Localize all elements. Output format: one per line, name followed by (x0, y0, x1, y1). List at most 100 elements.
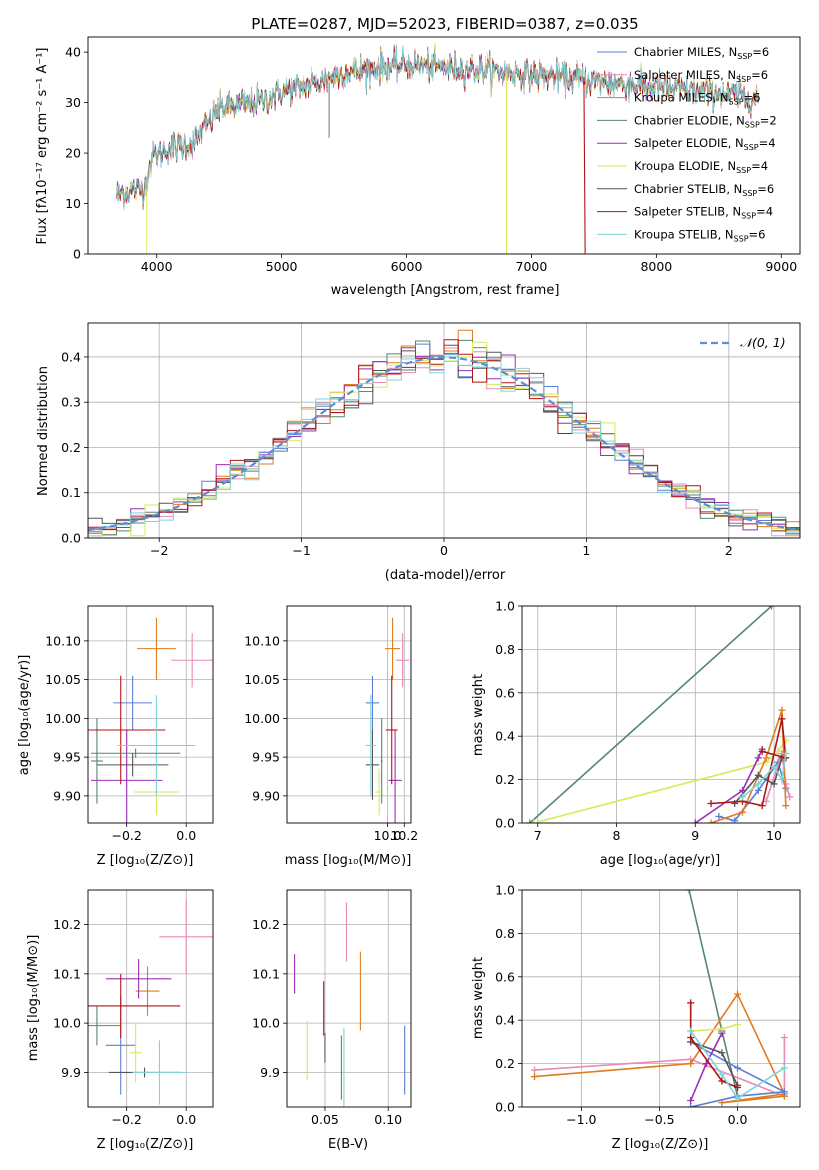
y-tick-label: 0.3 (61, 395, 81, 410)
x-tick-label: 0.0 (176, 1112, 196, 1127)
y-tick-label: 10 (65, 196, 81, 211)
x-tick-label: 6000 (391, 259, 423, 274)
y-tick-label: 9.90 (252, 788, 280, 803)
y-tick-label: 0.1 (61, 485, 81, 500)
y-tick-label: 0.8 (495, 926, 515, 941)
mass-vs-Z-ylabel: mass [log₁₀(M/M⊙)] (26, 935, 41, 1062)
residuals-plot-area: −2 −1 0 1 2 0.0 0.1 0.2 0.3 0.4 (61, 322, 801, 558)
spectrum-title: PLATE=0287, MJD=52023, FIBERID=0387, z=0… (251, 15, 638, 33)
axes-frame (87, 322, 801, 539)
spectrum-panel: PLATE=0287, MJD=52023, FIBERID=0387, z=0… (35, 15, 801, 298)
y-tick-label: 10.0 (53, 1016, 81, 1031)
x-tick-label: 2 (725, 543, 733, 558)
x-tick-label: 8000 (640, 259, 672, 274)
mass-vs-Z-panel: −0.2 0.0 9.9 10.0 10.1 10.2 (53, 889, 214, 1127)
y-tick-label: 10.05 (244, 672, 280, 687)
residuals-xlabel: (data-model)/error (385, 568, 506, 583)
age-vs-mass-panel: 10.010.2 9.90 9.95 10.00 10.05 10.10 (244, 605, 418, 843)
legend-label: Salpeter STELIB, NSSP=4 (634, 205, 773, 221)
y-tick-label: 0.8 (495, 642, 515, 657)
weight-series-chabrier-elodie (529, 606, 773, 823)
legend-label: Salpeter MILES, NSSP=6 (634, 68, 768, 84)
x-tick-label: 7 (534, 828, 542, 843)
y-tick-label: 30 (65, 95, 81, 110)
age-vs-mass-xlabel: mass [log₁₀(M/M⊙)] (285, 853, 412, 868)
legend-label: 𝒩(0, 1) (740, 335, 786, 350)
y-tick-label: 10.2 (53, 917, 81, 932)
axes-frame (87, 36, 801, 255)
residuals-ylabel: Normed distribution (36, 366, 51, 496)
x-tick-label: 8 (613, 828, 621, 843)
weight-lines (526, 606, 794, 823)
weight-vs-Z-ylabel: mass weight (471, 957, 486, 1039)
legend-label: Chabrier STELIB, NSSP=6 (634, 182, 774, 198)
y-tick-label: 10.05 (45, 672, 81, 687)
y-tick-label: 1.0 (495, 599, 515, 614)
errorbars (365, 617, 410, 823)
histogram-salpeter-stelib (88, 339, 800, 537)
y-tick-label: 0.0 (495, 1100, 515, 1115)
errorbars (88, 899, 213, 1105)
weight-series-salpeter-stelib (689, 1002, 738, 1089)
errorbars (294, 902, 406, 1107)
x-tick-label: 5000 (266, 259, 298, 274)
x-tick-label: 0.10 (374, 1112, 402, 1127)
legend-label: Salpeter ELODIE, NSSP=4 (634, 136, 776, 152)
mass-vs-EBV-xlabel: E(B-V) (328, 1137, 368, 1152)
mass-vs-EBV-panel: 0.05 0.10 9.9 10.0 10.1 10.2 (252, 889, 412, 1127)
y-tick-label: 40 (65, 45, 81, 60)
weight-lines (530, 890, 788, 1107)
x-tick-label: 10 (766, 828, 782, 843)
y-tick-label: 0.4 (495, 1013, 515, 1028)
weight-series-salpeter-stelib (710, 718, 787, 807)
spectrum-legend: Chabrier MILES, NSSP=6 Salpeter MILES, NS… (597, 45, 777, 243)
legend-label: Chabrier MILES, NSSP=6 (634, 45, 769, 61)
x-tick-label: 7000 (516, 259, 548, 274)
weight-series-kroupa-miles (534, 992, 786, 1104)
mass-vs-Z-xlabel: Z [log₁₀(Z/Z⊙)] (97, 1137, 194, 1152)
residuals-legend: 𝒩(0, 1) (700, 335, 786, 350)
y-tick-label: 10.10 (45, 633, 81, 648)
reference-gaussian (88, 356, 800, 532)
x-tick-label: −0.2 (112, 1112, 142, 1127)
weight-vs-Z-panel: −1.0 −0.5 0.0 0.0 0.2 0.4 0.6 0.8 1.0 (495, 883, 801, 1127)
y-tick-label: 9.95 (252, 750, 280, 765)
spectrum-lines (116, 43, 760, 254)
weight-vs-Z-xlabel: Z [log₁₀(Z/Z⊙)] (612, 1137, 709, 1152)
x-tick-label: −1 (292, 543, 310, 558)
spectrum-xlabel: wavelength [Angstrom, rest frame] (331, 283, 560, 298)
age-vs-Z-ylabel: age [log₁₀(age/yr)] (17, 655, 32, 776)
y-tick-label: 9.9 (61, 1065, 81, 1080)
age-vs-Z-xlabel: Z [log₁₀(Z/Z⊙)] (97, 853, 194, 868)
weight-series-chabrier-elodie (688, 890, 739, 1097)
weight-series-chabrier-stelib (733, 757, 783, 805)
axes-frame (87, 605, 214, 824)
x-tick-label: 0.05 (311, 1112, 339, 1127)
residuals-panel: −2 −1 0 1 2 0.0 0.1 0.2 0.3 0.4 (data-model)/erro… (36, 322, 801, 583)
y-tick-label: 0.4 (495, 729, 515, 744)
axes-frame (286, 889, 412, 1108)
x-tick-label: 4000 (141, 259, 173, 274)
x-tick-label: 9 (691, 828, 699, 843)
errorbars (88, 617, 213, 823)
y-tick-label: 0.4 (61, 349, 81, 364)
y-tick-label: 0.2 (495, 772, 515, 787)
y-tick-label: 10.1 (252, 966, 280, 981)
y-tick-label: 10.1 (53, 966, 81, 981)
y-tick-label: 10.10 (244, 633, 280, 648)
x-tick-label: 9000 (765, 259, 797, 274)
weight-series-kroupa-elodie (533, 740, 787, 823)
weight-vs-age-panel: 7 8 9 10 0.0 0.2 0.4 0.6 0.8 1.0 (495, 599, 801, 843)
legend-label: Kroupa STELIB, NSSP=6 (634, 227, 765, 243)
age-vs-Z-panel: −0.2 0.0 9.90 9.95 10.00 10.05 10.10 (45, 605, 214, 843)
weight-series-kroupa-stelib (690, 1030, 785, 1100)
x-tick-label: −2 (150, 543, 168, 558)
y-tick-label: 0.0 (61, 531, 81, 546)
y-tick-label: 10.00 (45, 711, 81, 726)
x-tick-label: 1 (582, 543, 590, 558)
spectrum-plot-area: 4000 5000 6000 7000 8000 9000 0 10 20 30 40 (65, 36, 801, 274)
y-tick-label: 1.0 (495, 883, 515, 898)
y-tick-label: 0.2 (61, 440, 81, 455)
axes-frame (521, 889, 801, 1108)
